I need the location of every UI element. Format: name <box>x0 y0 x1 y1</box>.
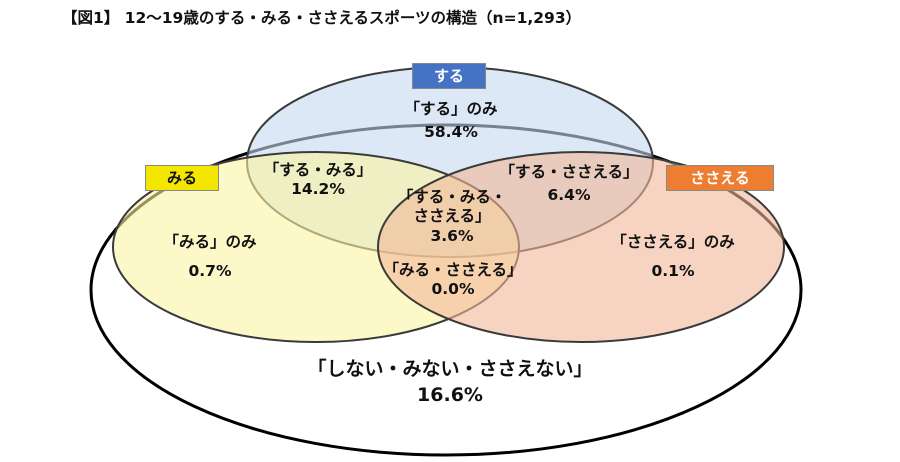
region-value: 16.6% <box>417 383 483 406</box>
region-name: 「する・ささえる」 <box>499 163 639 181</box>
region-name: 「しない・みない・ささえない」 <box>307 358 593 380</box>
miru-sasaeru-label: 「みる・ささえる」 0.0% <box>383 261 522 300</box>
region-name-2: ささえる」 <box>413 207 491 226</box>
figure-title: 【図1】 12～19歳のする・みる・ささえるスポーツの構造（n=1,293） <box>62 9 582 27</box>
suru-only-label: 「する」のみ 58.4% <box>404 100 497 143</box>
suru-sasaeru-label: 「する・ささえる」 6.4% <box>499 163 638 206</box>
region-name: 「ささえる」のみ <box>611 233 735 251</box>
region-name: 「みる・ささえる」 <box>383 261 523 279</box>
suru-badge: する <box>412 63 486 89</box>
region-value: 0.7% <box>188 262 232 281</box>
region-name: 「する・みる」 <box>263 161 373 179</box>
region-value: 0.0% <box>431 280 475 299</box>
region-name: 「みる」のみ <box>163 233 257 251</box>
miru-only-label: 「みる」のみ 0.7% <box>163 233 256 282</box>
suru-miru-label: 「する・みる」 14.2% <box>264 161 373 200</box>
region-name: 「する」のみ <box>404 100 498 118</box>
miru-badge: みる <box>145 165 219 191</box>
region-value: 58.4% <box>424 123 478 142</box>
all-three-label: 「する・みる・ ささえる」 3.6% <box>398 188 507 246</box>
region-value: 0.1% <box>651 262 695 281</box>
region-value: 3.6% <box>430 226 474 245</box>
region-value: 6.4% <box>547 186 591 205</box>
none-label: 「しない・みない・ささえない」 16.6% <box>307 357 592 408</box>
region-name: 「する・みる・ <box>397 188 507 206</box>
region-value: 14.2% <box>291 180 345 199</box>
sasaeru-ellipse <box>377 151 785 343</box>
sasaeru-only-label: 「ささえる」のみ 0.1% <box>611 233 735 282</box>
sasaeru-badge: ささえる <box>666 165 774 191</box>
